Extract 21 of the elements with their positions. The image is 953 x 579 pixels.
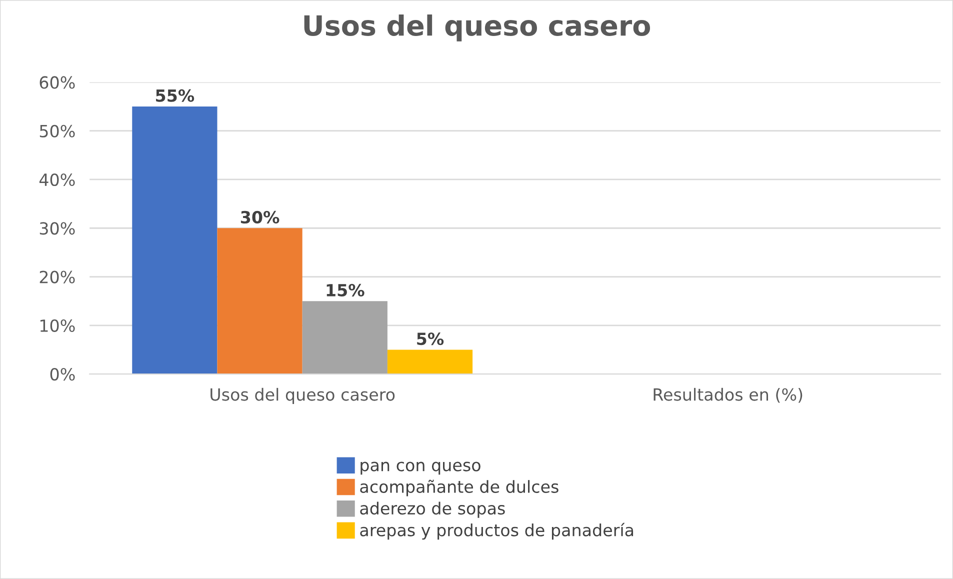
legend-label: acompañante de dulces <box>360 480 558 496</box>
bar <box>387 350 473 374</box>
y-tick-label: 0% <box>50 368 75 381</box>
x-tick-label: Resultados en (%) <box>654 388 802 403</box>
bar <box>302 301 388 374</box>
data-label: 15% <box>326 284 364 296</box>
y-tick-label: 50% <box>40 124 75 138</box>
data-label: 55% <box>156 89 194 102</box>
data-label: 30% <box>240 210 280 224</box>
y-tick-label: 40% <box>39 173 75 186</box>
chart-title: Usos del queso casero <box>304 14 650 42</box>
y-tick-label: 30% <box>40 222 75 235</box>
bar <box>132 106 218 374</box>
y-tick-label: 10% <box>40 319 75 332</box>
legend-label: aderezo de sopas <box>360 502 505 518</box>
legend-label: arepas y productos de panadería <box>360 522 634 540</box>
data-label: 5% <box>417 332 444 346</box>
bar <box>217 228 302 374</box>
y-tick-label: 20% <box>40 270 75 284</box>
y-tick-label: 60% <box>40 76 75 89</box>
legend-label: pan con queso <box>360 462 480 475</box>
